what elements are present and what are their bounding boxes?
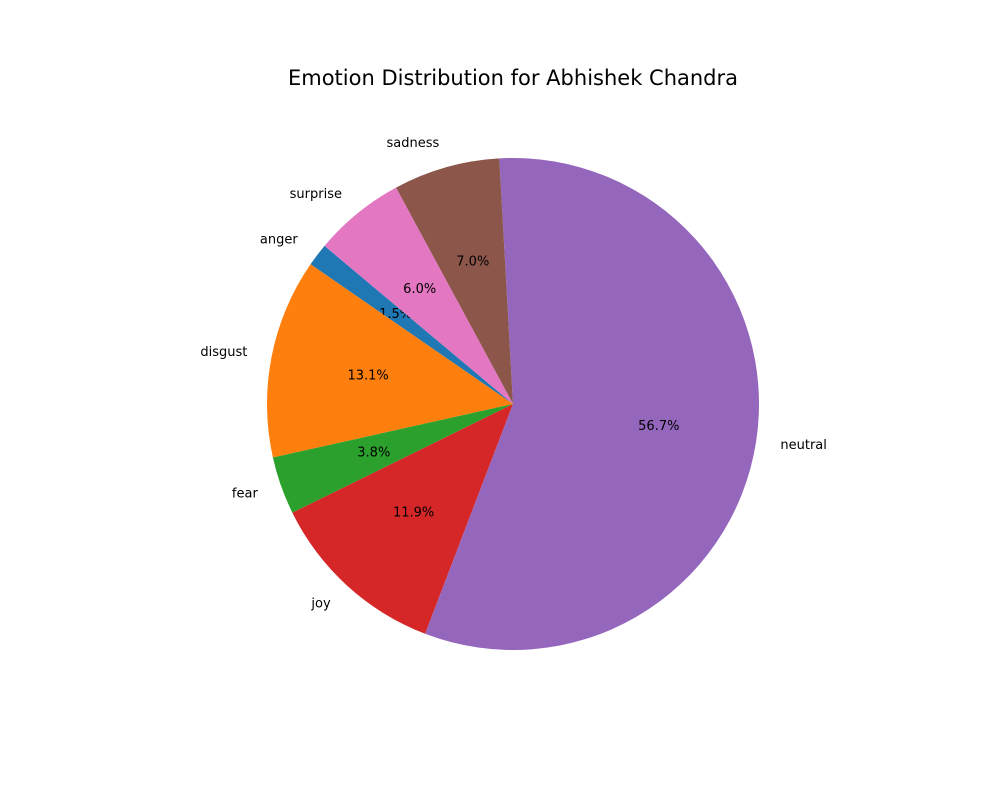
- pie-slice-fear: [272, 404, 513, 513]
- slice-percent-sadness: 7.0%: [456, 255, 489, 270]
- pie-slice-surprise: [324, 187, 513, 404]
- slice-label-joy: joy: [310, 597, 331, 612]
- slice-label-anger: anger: [260, 233, 298, 248]
- slice-percent-neutral: 56.7%: [638, 419, 679, 434]
- slice-label-sadness: sadness: [387, 136, 440, 151]
- pie-slice-neutral: [425, 157, 759, 650]
- pie-slice-joy: [292, 404, 513, 634]
- slice-label-fear: fear: [232, 486, 259, 501]
- slice-label-disgust: disgust: [200, 345, 247, 360]
- slice-percent-joy: 11.9%: [393, 506, 434, 521]
- slice-percent-disgust: 13.1%: [347, 368, 388, 383]
- slice-percent-surprise: 6.0%: [403, 282, 436, 297]
- chart-title: Emotion Distribution for Abhishek Chandr…: [287, 66, 739, 90]
- pie-slice-disgust: [267, 264, 513, 458]
- slice-label-surprise: surprise: [290, 187, 342, 202]
- slice-label-neutral: neutral: [780, 438, 827, 453]
- pie-slice-sadness: [396, 158, 513, 404]
- slice-percent-fear: 3.8%: [357, 446, 390, 461]
- pie-slice-anger: [310, 245, 513, 404]
